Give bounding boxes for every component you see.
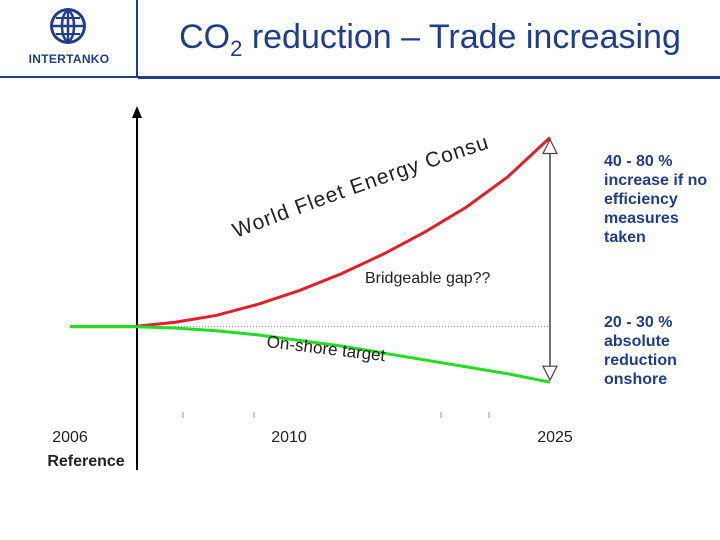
title-co: CO [179,18,231,56]
series-energy-consumption [70,136,552,329]
annotation-reduction: 20 - 30 % absolute reduction onshore [604,314,677,388]
title-rest: reduction – Trade increasing [242,18,681,56]
title-rule [138,76,720,79]
x-ticks [182,412,490,418]
x-tick-label-2006: 2006 [52,429,88,446]
series-label-energy-text: World Fleet Energy Consumption [0,0,491,243]
y-axis-arrowhead [132,106,142,118]
logo-name: INTERTANKO [28,52,110,66]
series-onshore-target [70,325,551,384]
series-label-onshore: On-shore target [266,332,387,365]
series-label-onshore-text: On-shore target [266,332,387,365]
annotation-increase: 40 - 80 % increase if no efficiency meas… [604,153,708,246]
globe-logo-icon [50,8,86,44]
gap-arrowhead-top [542,138,558,155]
x-tick-label-2025: 2025 [537,429,573,446]
gap-label: Bridgeable gap?? [365,270,491,287]
series-label-energy: World Fleet Energy Consumption [0,0,492,243]
x-tick-label-2010: 2010 [271,429,307,446]
x-sublabel-reference: Reference [47,453,124,470]
logo: INTERTANKO [0,0,138,78]
title-subscript: 2 [230,35,243,61]
page-title: CO2 reduction – Trade increasing [150,18,710,62]
gap-arrowhead-bottom [542,365,558,382]
